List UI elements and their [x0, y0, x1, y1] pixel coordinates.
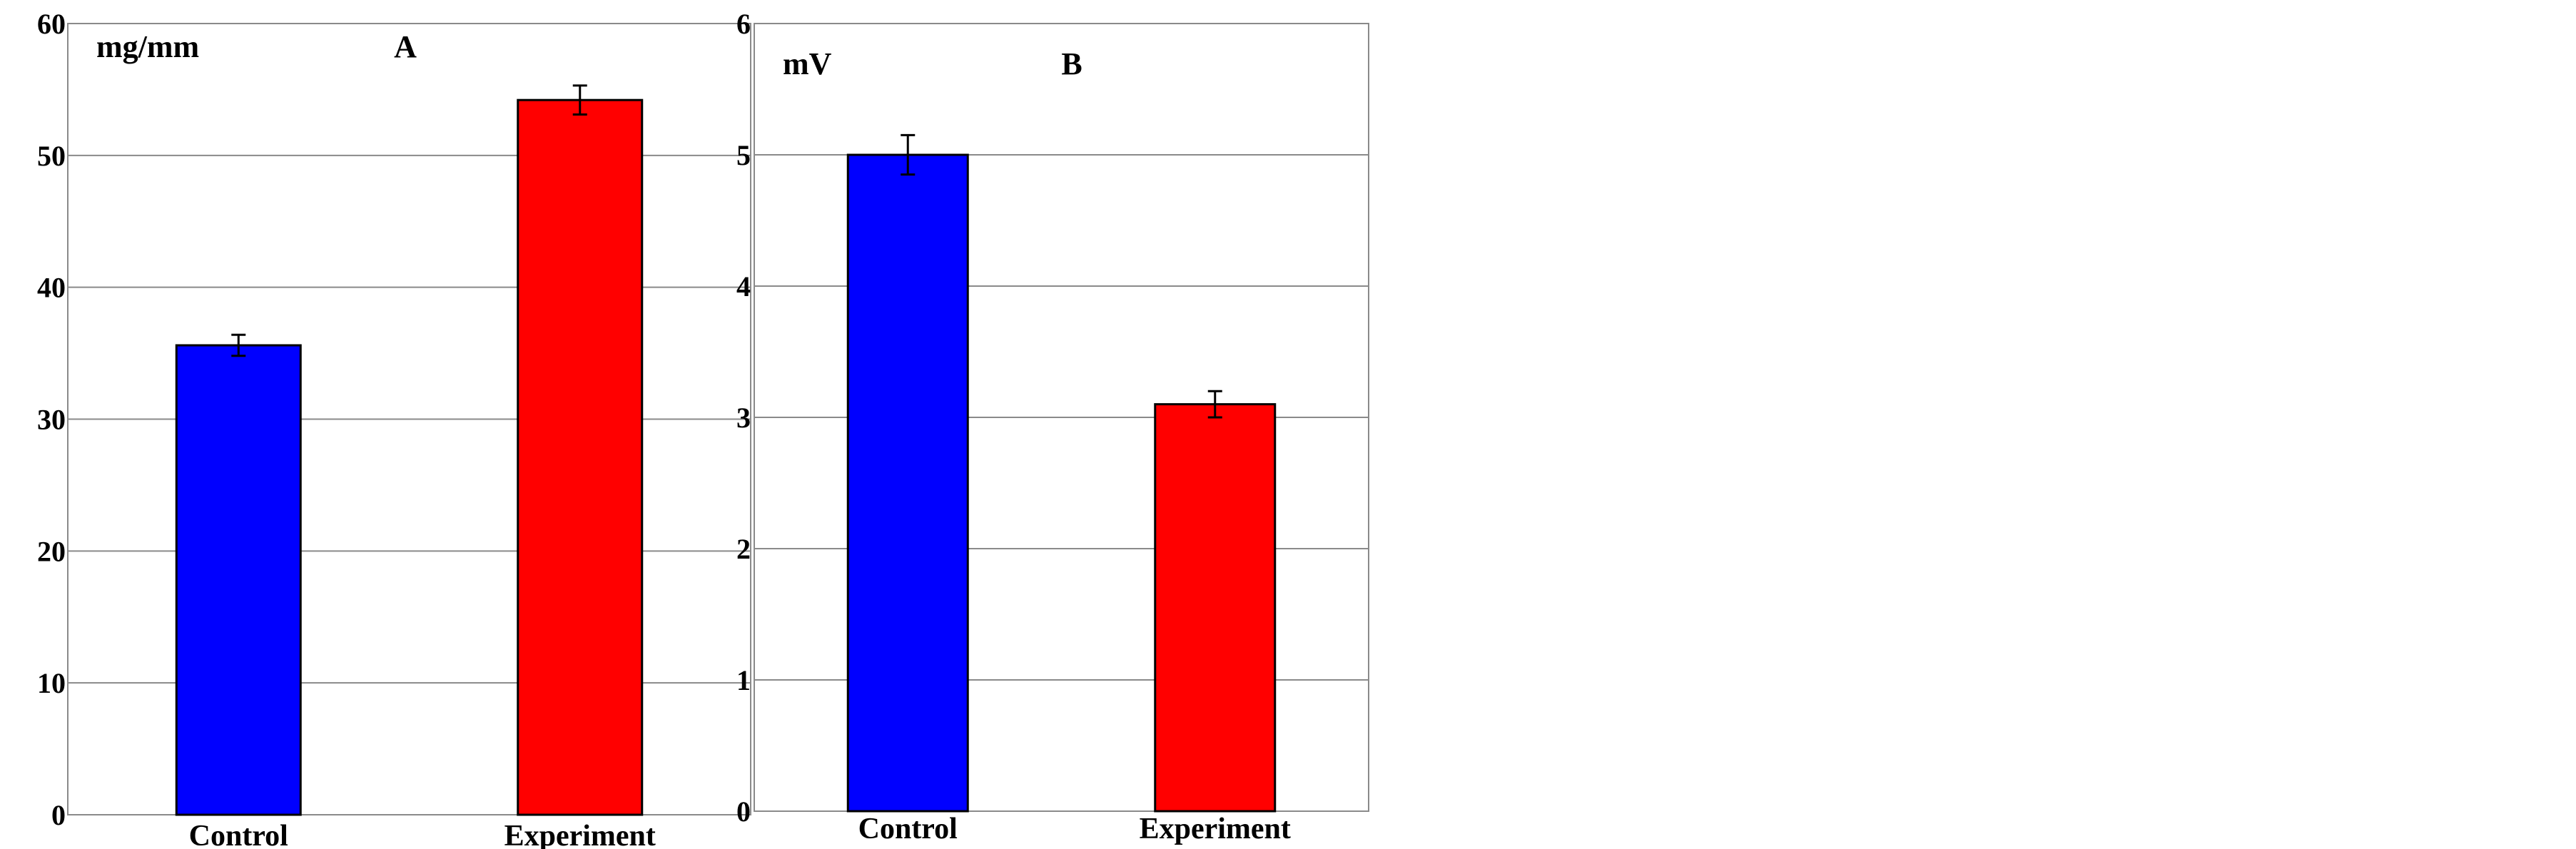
chart-a-y-tick-label: 30 [37, 404, 66, 436]
chart-b-y-tick-label: 1 [736, 664, 751, 696]
chart-b-unit-label: mV [783, 46, 832, 81]
chart-a-y-tick-label: 0 [51, 799, 66, 831]
chart-b-panel-label: B [1061, 46, 1082, 81]
chart-b-bar-control [846, 153, 969, 813]
chart-b: mV B 0 1 2 3 4 5 6 Control Experiment [736, 8, 1369, 845]
chart-a-unit-label: mg/mm [96, 29, 199, 64]
chart-a-y-tick-label: 40 [37, 272, 66, 304]
chart-b-y-tick-label: 4 [736, 270, 751, 303]
chart-a-bar-control [175, 344, 302, 816]
chart-a-y-tick-label: 60 [37, 8, 66, 40]
chart-a-y-tick-label: 20 [37, 535, 66, 567]
chart-b-y-tick-label: 0 [736, 795, 751, 828]
chart-b-y-tick-label: 3 [736, 402, 751, 434]
chart-a-y-tick-label: 50 [37, 140, 66, 172]
chart-a-y-tick-label: 10 [37, 667, 66, 699]
chart-a-category-label: Experiment [504, 820, 656, 849]
chart-b-bar-experiment [1154, 403, 1277, 813]
chart-a-plot-frame [67, 23, 751, 815]
chart-a-bar-experiment [517, 98, 644, 816]
chart-b-y-tick-label: 5 [736, 139, 751, 171]
chart-b-category-label: Control [858, 813, 958, 845]
chart-b-y-tick-label: 6 [736, 8, 751, 40]
chart-a-category-label: Control [189, 820, 288, 849]
chart-b-y-tick-label: 2 [736, 533, 751, 565]
chart-a-panel-label: A [394, 29, 417, 64]
chart-b-category-label: Experiment [1140, 813, 1291, 845]
chart-b-plot-frame [754, 23, 1369, 812]
